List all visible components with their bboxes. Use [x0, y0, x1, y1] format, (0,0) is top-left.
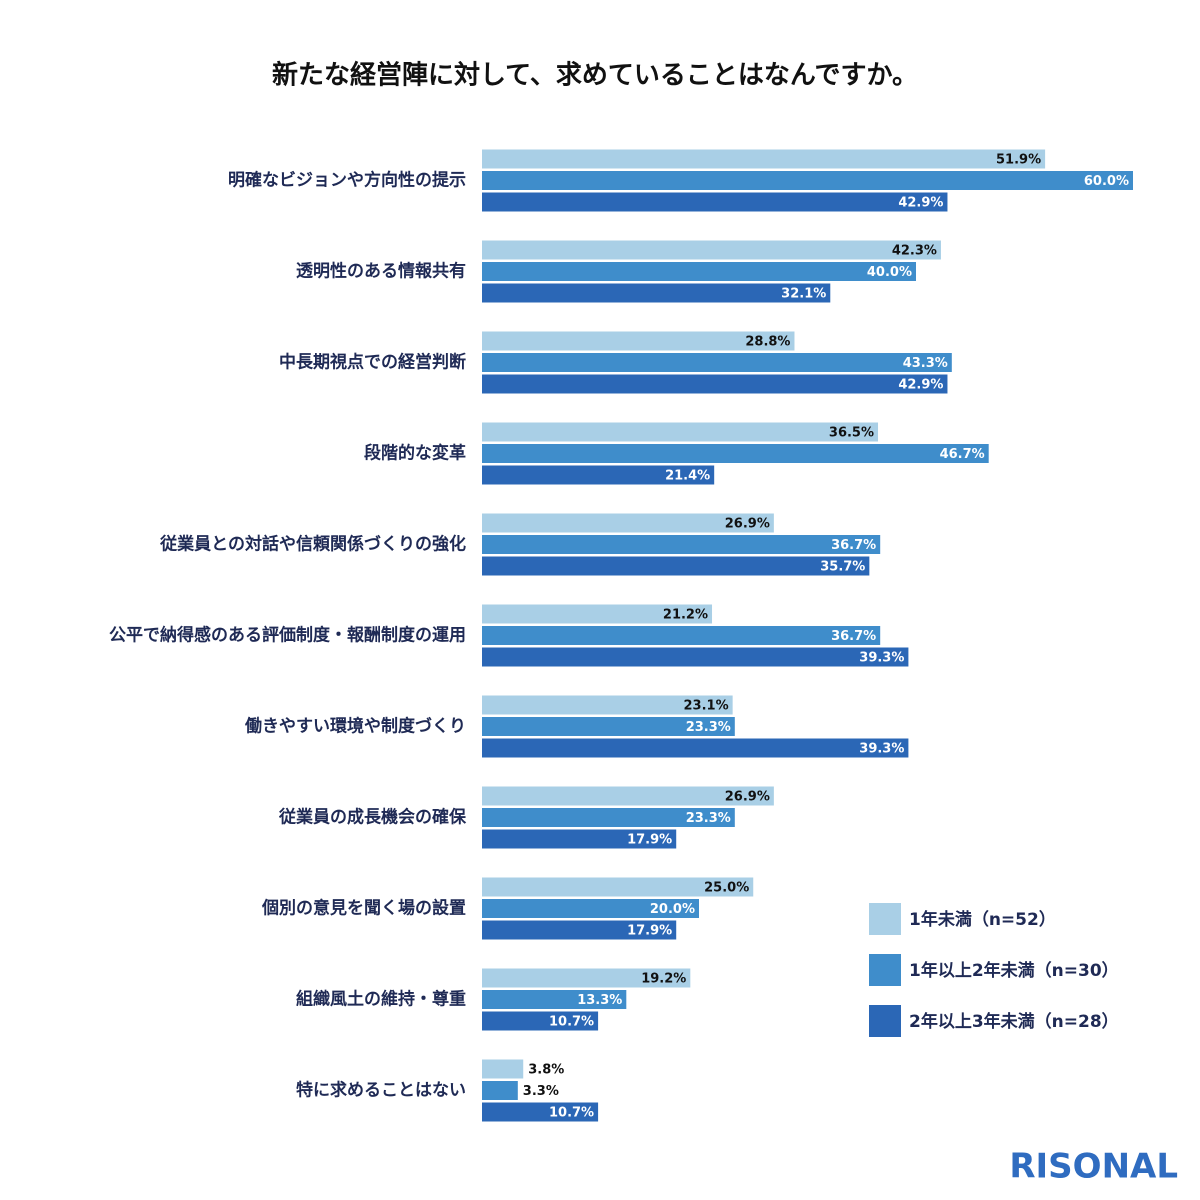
bar	[482, 1081, 518, 1100]
value-label: 51.9%	[996, 153, 1041, 168]
bar	[482, 786, 774, 806]
value-label: 23.3%	[686, 811, 731, 826]
value-label: 60.0%	[1084, 174, 1129, 189]
bar	[482, 422, 879, 442]
value-label: 23.1%	[684, 699, 729, 714]
value-label: 46.7%	[940, 447, 985, 462]
bar	[482, 556, 870, 576]
value-label: 42.9%	[898, 378, 943, 393]
value-label: 40.0%	[867, 265, 912, 280]
chart-title: 新たな経営陣に対して、求めていることはなんですか。	[272, 60, 918, 91]
value-label: 19.2%	[641, 972, 686, 987]
value-label: 13.3%	[577, 993, 622, 1008]
bar	[482, 374, 948, 394]
bar	[482, 1102, 599, 1122]
value-label: 36.5%	[829, 426, 874, 441]
bar	[482, 920, 677, 940]
bar	[482, 513, 774, 533]
category-label: 組織風土の維持・尊重	[296, 989, 466, 1010]
value-label: 39.3%	[859, 651, 904, 666]
bar	[482, 171, 1133, 190]
bar	[482, 626, 881, 645]
value-label: 3.3%	[523, 1084, 559, 1099]
bar	[482, 738, 909, 758]
category-label: 特に求めることはない	[296, 1080, 466, 1101]
bar	[482, 262, 916, 281]
legend-swatch	[869, 903, 901, 935]
value-label: 42.3%	[892, 244, 937, 259]
legend-label: 1年未満（n=52）	[909, 909, 1056, 930]
bar	[482, 192, 948, 212]
bar	[482, 1011, 599, 1031]
bar	[482, 535, 881, 554]
bar	[482, 353, 952, 372]
bar	[482, 990, 627, 1009]
value-label: 26.9%	[725, 790, 770, 805]
bar	[482, 877, 754, 897]
value-label: 35.7%	[820, 560, 865, 575]
value-label: 21.4%	[665, 469, 710, 484]
value-label: 36.7%	[831, 629, 876, 644]
value-label: 3.8%	[528, 1063, 564, 1078]
value-label: 39.3%	[859, 742, 904, 757]
value-label: 23.3%	[686, 720, 731, 735]
bar	[482, 444, 989, 463]
value-label: 25.0%	[704, 881, 749, 896]
legend-swatch	[869, 1005, 901, 1037]
legend-swatch	[869, 954, 901, 986]
value-label: 32.1%	[781, 287, 826, 302]
category-label: 従業員との対話や信頼関係づくりの強化	[159, 534, 466, 555]
value-label: 42.9%	[898, 196, 943, 211]
logo: RISONAL	[1009, 1147, 1178, 1187]
legend-label: 2年以上3年未満（n=28）	[909, 1011, 1119, 1032]
category-label: 個別の意見を聞く場の設置	[261, 898, 466, 919]
bar	[482, 283, 831, 303]
category-label: 従業員の成長機会の確保	[278, 807, 467, 828]
value-label: 10.7%	[549, 1015, 594, 1030]
bar	[482, 695, 733, 715]
value-label: 28.8%	[745, 335, 790, 350]
value-label: 36.7%	[831, 538, 876, 553]
legend-label: 1年以上2年未満（n=30）	[909, 960, 1119, 981]
bar	[482, 968, 691, 988]
bar	[482, 465, 715, 485]
bar	[482, 240, 941, 260]
bar	[482, 717, 735, 736]
bar	[482, 829, 677, 849]
bar	[482, 808, 735, 827]
value-label: 43.3%	[903, 356, 948, 371]
bar	[482, 149, 1046, 169]
value-label: 17.9%	[627, 833, 672, 848]
bar	[482, 331, 795, 351]
category-label: 中長期視点での経営判断	[279, 352, 466, 373]
category-label: 働きやすい環境や制度づくり	[244, 716, 466, 737]
value-label: 21.2%	[663, 608, 708, 623]
value-label: 10.7%	[549, 1106, 594, 1121]
bar	[482, 647, 909, 667]
bar	[482, 899, 699, 918]
category-label: 透明性のある情報共有	[296, 261, 466, 282]
category-label: 段階的な変革	[364, 443, 466, 464]
bar	[482, 1059, 524, 1079]
value-label: 26.9%	[725, 517, 770, 532]
value-label: 17.9%	[627, 924, 672, 939]
category-label: 公平で納得感のある評価制度・報酬制度の運用	[109, 625, 466, 646]
bar	[482, 604, 713, 624]
value-label: 20.0%	[650, 902, 695, 917]
category-label: 明確なビジョンや方向性の提示	[228, 170, 466, 191]
